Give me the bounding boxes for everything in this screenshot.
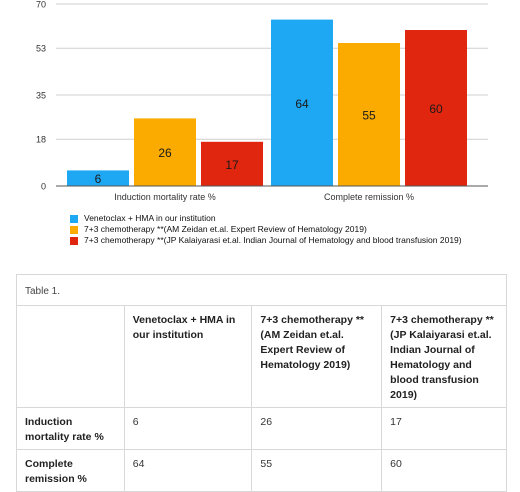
bar-value-label: 26 (158, 146, 172, 160)
table-cell: 6 (123, 407, 253, 450)
legend-item: 7+3 chemotherapy **(AM Zeidan et.al. Exp… (70, 224, 462, 235)
y-tick-label: 53 (36, 44, 46, 54)
bar (338, 43, 400, 186)
legend-label: 7+3 chemotherapy **(JP Kalaiyarasi et.al… (84, 235, 462, 245)
table-row: Induction mortality rate % 6 26 17 (16, 407, 507, 450)
table-cell: 17 (381, 407, 507, 450)
table-cell: 64 (123, 449, 253, 492)
table-cell: 55 (251, 449, 383, 492)
bar-chart: 0 18 35 53 70 6 26 17 Induction mortality rate %… (36, 0, 488, 202)
table-header-row: Venetoclax + HMA in our institution 7+3 … (16, 305, 507, 408)
x-tick-label: Induction mortality rate % (114, 192, 216, 202)
results-table: Table 1. Venetoclax + HMA in our institu… (16, 274, 508, 492)
table-header-cell: Venetoclax + HMA in our institution (123, 305, 253, 408)
table-caption-row: Table 1. (16, 274, 508, 306)
table-header-cell: 7+3 chemotherapy ** (JP Kalaiyarasi et.a… (381, 305, 507, 408)
y-tick-label: 18 (36, 135, 46, 145)
bar-value-label: 60 (429, 102, 443, 116)
bar-value-label: 17 (225, 158, 239, 172)
bar-value-label: 6 (95, 172, 102, 186)
bar (134, 118, 196, 186)
chart-legend: Venetoclax + HMA in our institution 7+3 … (70, 213, 462, 246)
x-tick-label: Complete remission % (324, 192, 414, 202)
legend-item: 7+3 chemotherapy **(JP Kalaiyarasi et.al… (70, 235, 462, 246)
y-tick-label: 35 (36, 91, 46, 101)
table-caption: Table 1. (16, 274, 125, 306)
legend-label: Venetoclax + HMA in our institution (84, 213, 216, 223)
legend-label: 7+3 chemotherapy **(AM Zeidan et.al. Exp… (84, 224, 367, 234)
table-cell: 60 (381, 449, 507, 492)
bar-value-label: 64 (295, 97, 309, 111)
table-cell: 26 (251, 407, 383, 450)
bar (67, 170, 129, 186)
y-tick-label: 0 (41, 182, 46, 192)
bar-value-label: 55 (362, 109, 376, 123)
bar (201, 141, 263, 186)
bar (271, 19, 333, 186)
legend-swatch (70, 214, 78, 223)
legend-item: Venetoclax + HMA in our institution (70, 213, 462, 224)
y-tick-label: 70 (36, 0, 46, 10)
table-row-label: Complete remission % (16, 449, 125, 492)
table-row: Complete remission % 64 55 60 (16, 449, 507, 492)
legend-swatch (70, 236, 78, 245)
legend-swatch (70, 225, 78, 234)
table-header-cell (16, 305, 125, 408)
table-header-cell: 7+3 chemotherapy ** (AM Zeidan et.al. Ex… (251, 305, 383, 408)
table-row-label: Induction mortality rate % (16, 407, 125, 450)
bar (405, 30, 467, 186)
